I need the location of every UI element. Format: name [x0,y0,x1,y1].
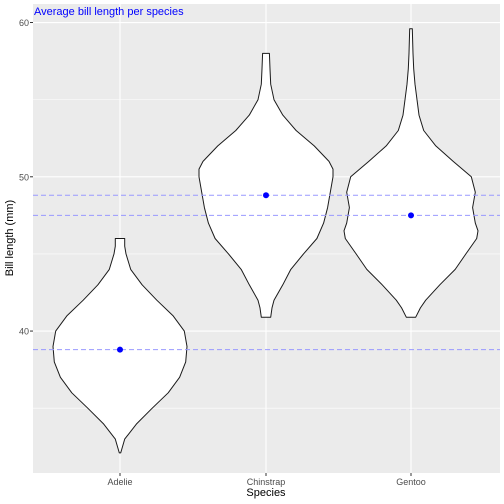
violin-chinstrap [198,52,334,318]
violins [52,28,479,454]
y-axis: 40 50 60 [19,18,33,337]
y-tick-label: 50 [19,172,29,182]
mean-point-gentoo [408,212,414,219]
mean-points [117,192,414,353]
violin-adelie [52,238,188,454]
mean-point-chinstrap [263,192,269,199]
y-tick-label: 60 [19,18,29,28]
x-tick-label-adelie: Adelie [107,477,132,487]
mean-point-adelie [117,346,123,353]
y-axis-label: Bill length (mm) [4,200,16,276]
violin-gentoo [343,28,479,318]
x-tick-label-gentoo: Gentoo [396,477,426,487]
y-tick-label: 40 [19,327,29,337]
x-axis-label: Species [246,487,286,499]
x-axis: Adelie Chinstrap Gentoo [107,473,426,487]
x-tick-label-chinstrap: Chinstrap [247,477,286,487]
chart-title: Average bill length per species [34,6,184,18]
